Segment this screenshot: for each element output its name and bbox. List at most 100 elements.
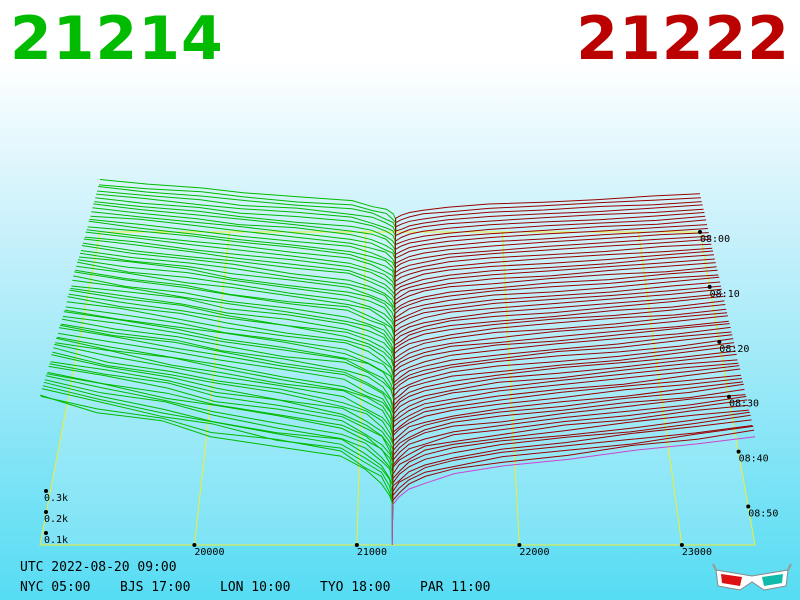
price-tick-label: 22000 [519,547,549,558]
bid-depth-line [78,256,395,342]
ask-depth-line [394,247,713,302]
ask-depth-line [392,395,747,496]
bid-depth-line [48,365,394,501]
3d-glasses-icon[interactable] [712,560,792,594]
ask-depth-line [392,411,750,516]
ask-depth-line [394,269,718,332]
bid-depth-line [49,363,394,496]
depth-tick-label: 0.3k [44,493,68,504]
bid-depth-line [96,193,396,252]
bid-depth-line [77,261,395,352]
ask-depth-line [392,404,749,506]
bid-depth-line [60,323,394,436]
bid-depth-line [98,184,397,237]
ask-depth-line [394,235,710,287]
ask-depth-line [393,281,721,347]
ask-depth-line [393,300,725,372]
ask-depth-line [393,288,722,357]
bid-depth-line [97,190,396,247]
bid-depth-line [42,385,393,531]
ask-depth-line [393,342,735,426]
ask-depth-line [394,208,704,252]
time-tick-label: 08:00 [700,234,730,245]
ask-depth-line [393,312,728,386]
ask-depth-line [393,295,724,367]
bid-depth-line [67,296,395,401]
bid-depth-line [86,229,396,302]
ask-depth-line [392,374,742,466]
ask-depth-line [394,212,705,257]
ask-depth-line [392,365,740,456]
ask-depth-line [394,243,712,297]
utc-time: UTC 2022-08-20 09:00 [20,560,177,575]
bid-depth-line [95,197,396,257]
ask-depth-line [392,394,746,491]
bid-depth-line [64,309,395,416]
ask-depth-line [394,258,715,317]
time-tick-label: 08:30 [729,399,759,410]
timezone-lon: LON 10:00 [220,580,291,595]
depth-tick-dot [44,531,48,535]
ask-price: 21222 [576,4,790,74]
bid-depth-line [91,211,396,277]
bid-depth-line [52,351,394,481]
bid-depth-line [66,301,395,406]
time-tick-label: 08:40 [739,454,769,465]
price-tick-label: 23000 [682,547,712,558]
bid-depth-line [53,347,394,476]
price-gridline [193,231,231,546]
bid-depth-line [43,381,393,526]
ask-depth-line [394,250,714,307]
bid-depth-line [82,242,396,322]
bid-depth-line [88,220,396,292]
ask-depth-line [392,425,753,531]
bid-depth-line [87,226,396,297]
ask-depth-line [395,193,701,232]
price-tick-label: 21000 [357,547,387,558]
ask-depth-line [395,201,702,242]
bid-depth-line [61,318,394,431]
depth-tick-label: 0.1k [44,535,68,546]
timezone-bjs: BJS 17:00 [120,580,191,595]
bid-depth-line [75,269,395,362]
ask-depth-line [394,219,707,267]
bid-depth-line [39,394,393,545]
ask-depth-line [392,378,742,471]
bid-depth-line [72,279,395,377]
ask-depth-line [391,429,755,540]
ask-depth-line [393,338,734,421]
bid-depth-line [84,236,396,312]
time-tick-dot [746,504,751,509]
time-tick-label: 08:50 [748,509,778,520]
price-tick-dot [517,543,522,547]
depth-chart: 20000 21000 22000 23000 08:00 08:10 08:20 08:30… [39,179,778,558]
ask-depth-line [392,388,745,486]
bid-depth-line [57,336,394,456]
ask-depth-line [394,254,715,312]
bid-depth-line [89,218,396,287]
time-tick-dot [698,230,702,234]
depth-lines [39,179,756,545]
ask-depth-line [393,326,731,406]
bid-depth-line [51,354,394,486]
ask-depth-line [394,276,720,342]
bid-depth-line [76,265,395,357]
depth-tick-label: 0.2k [44,514,68,525]
bid-depth-line [99,179,397,232]
ask-depth-line [394,266,717,327]
ask-depth-line [394,262,716,322]
ask-depth-line [394,228,708,277]
time-tick-dot [726,394,731,399]
timezone-nyc: NYC 05:00 [20,580,91,595]
ask-depth-line [393,308,727,381]
ask-depth-line [393,345,735,431]
time-tick-dot [707,284,712,289]
bid-depth-line [54,343,394,471]
axis-ticks: 20000 21000 22000 23000 08:00 08:10 08:20 08:30… [44,230,778,558]
ask-depth-line [395,197,701,237]
bid-depth-line [47,371,394,506]
ask-depth-line [395,204,703,247]
ask-depth-line [393,315,728,391]
bid-depth-line [74,271,395,367]
bid-depth-line [58,327,394,446]
